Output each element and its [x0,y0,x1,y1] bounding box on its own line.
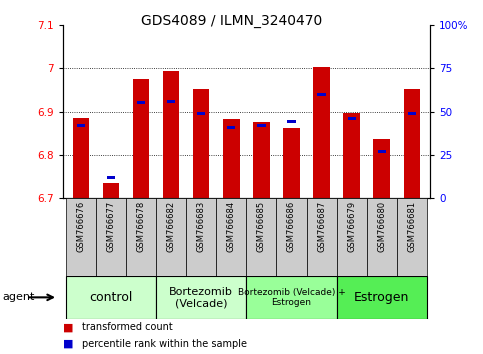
Bar [253,122,270,198]
Bar [317,93,326,96]
Bar [186,198,216,276]
Bar [96,198,126,276]
Bar [133,79,149,198]
Bar [403,89,420,198]
Bar [216,198,246,276]
Text: GSM766680: GSM766680 [377,201,386,252]
Bar [337,276,427,319]
Text: ■: ■ [63,322,73,332]
Bar [223,119,240,198]
Bar [72,118,89,198]
Text: Estrogen: Estrogen [354,291,410,304]
Text: GSM766682: GSM766682 [167,201,176,252]
Text: ■: ■ [63,339,73,349]
Text: GSM766676: GSM766676 [76,201,85,252]
Bar [137,101,145,104]
Bar [337,198,367,276]
Bar [276,198,307,276]
Text: control: control [89,291,133,304]
Text: GSM766684: GSM766684 [227,201,236,252]
Bar [156,276,246,319]
Bar [287,120,296,124]
Bar [246,276,337,319]
Bar [313,67,330,198]
Text: GSM766686: GSM766686 [287,201,296,252]
Text: GSM766679: GSM766679 [347,201,356,252]
Bar [367,198,397,276]
Bar [246,198,276,276]
Bar [227,126,235,129]
Text: GSM766677: GSM766677 [106,201,115,252]
Bar [283,128,300,198]
Bar [193,89,210,198]
Bar [126,198,156,276]
Bar [107,176,115,179]
Bar [66,276,156,319]
Bar [156,198,186,276]
Bar [343,113,360,198]
Text: agent: agent [2,292,35,302]
Bar [66,198,96,276]
Text: transformed count: transformed count [82,322,173,332]
Bar [163,71,179,198]
Bar [408,112,416,115]
Text: GSM766687: GSM766687 [317,201,326,252]
Text: GSM766681: GSM766681 [407,201,416,252]
Bar [103,183,119,198]
Text: Bortezomib (Velcade) +
Estrogen: Bortezomib (Velcade) + Estrogen [238,288,345,307]
Bar [307,198,337,276]
Text: GSM766685: GSM766685 [257,201,266,252]
Bar [197,112,205,115]
Text: percentile rank within the sample: percentile rank within the sample [82,339,247,349]
Text: Bortezomib
(Velcade): Bortezomib (Velcade) [169,286,233,308]
Bar [77,124,85,127]
Bar [397,198,427,276]
Text: GDS4089 / ILMN_3240470: GDS4089 / ILMN_3240470 [141,14,323,28]
Bar [167,99,175,103]
Text: GSM766678: GSM766678 [137,201,145,252]
Bar [373,139,390,198]
Bar [347,117,356,120]
Bar [378,150,386,153]
Text: GSM766683: GSM766683 [197,201,206,252]
Bar [257,124,266,127]
